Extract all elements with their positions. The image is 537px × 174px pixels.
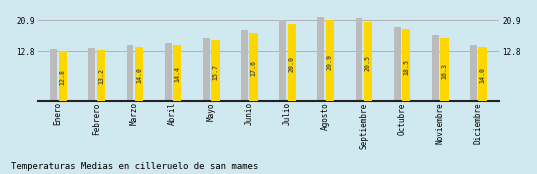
Text: 16.3: 16.3	[441, 63, 447, 79]
Bar	[317, 17, 324, 101]
Bar	[173, 45, 182, 101]
Bar	[89, 48, 95, 101]
Bar	[135, 47, 143, 101]
Text: 12.8: 12.8	[60, 69, 66, 85]
Text: Temperaturas Medias en cilleruelo de san mames: Temperaturas Medias en cilleruelo de san…	[11, 161, 258, 171]
Bar	[50, 49, 57, 101]
Bar	[127, 45, 133, 101]
Bar	[241, 30, 248, 101]
Bar	[279, 21, 286, 101]
Text: 14.0: 14.0	[136, 67, 142, 83]
Bar	[440, 38, 448, 101]
Text: 14.4: 14.4	[175, 66, 180, 82]
Text: 15.7: 15.7	[213, 64, 219, 80]
Bar	[326, 20, 334, 101]
Text: 17.6: 17.6	[251, 60, 257, 76]
Bar	[165, 43, 171, 101]
Bar	[203, 38, 210, 101]
Bar	[402, 29, 410, 101]
Bar	[288, 24, 296, 101]
Text: 20.9: 20.9	[327, 54, 333, 70]
Bar	[432, 35, 439, 101]
Text: 20.0: 20.0	[289, 56, 295, 72]
Bar	[97, 50, 105, 101]
Bar	[211, 40, 220, 101]
Bar	[364, 22, 372, 101]
Text: 18.5: 18.5	[403, 59, 409, 75]
Bar	[478, 47, 487, 101]
Bar	[394, 26, 401, 101]
Bar	[249, 33, 258, 101]
Bar	[355, 18, 362, 101]
Bar	[59, 52, 67, 101]
Text: 20.5: 20.5	[365, 55, 371, 71]
Text: 14.0: 14.0	[480, 67, 485, 83]
Text: 13.2: 13.2	[98, 68, 104, 84]
Bar	[470, 45, 477, 101]
